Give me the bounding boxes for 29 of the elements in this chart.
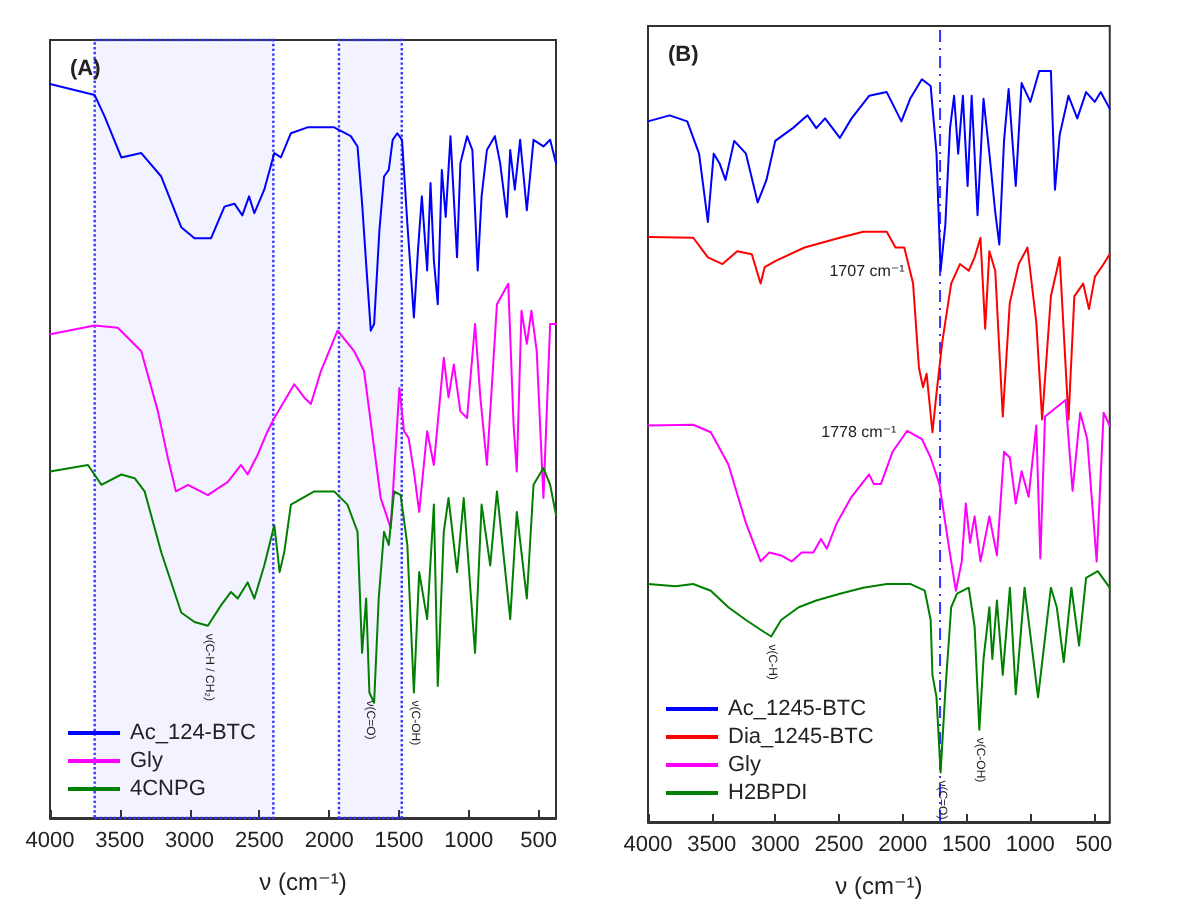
x-tick-label: 1000	[444, 829, 494, 853]
x-tick-label: 3500	[95, 829, 145, 853]
legend-label: Dia_1245-BTC	[728, 725, 874, 749]
annotation: 1707 cm⁻¹	[829, 261, 906, 280]
chart-title: (A)	[70, 57, 102, 81]
x-tick-label: 4000	[623, 833, 673, 857]
x-tick-label: 500	[1075, 833, 1113, 857]
x-tick-label: 3000	[750, 833, 800, 857]
legend-label: Ac_1245-BTC	[728, 697, 867, 721]
x-tick-label: 3000	[165, 829, 215, 853]
legend-label: H2BPDI	[728, 781, 808, 805]
x-tick-label: 1500	[941, 833, 991, 857]
x-tick-label: 4000	[25, 829, 75, 853]
legend-label: Ac_124-BTC	[130, 721, 257, 745]
chart-title: (B)	[668, 43, 700, 67]
x-tick-label: 3500	[687, 833, 737, 857]
x-tick-label: 1500	[374, 829, 424, 853]
legend-label: 4CNPG	[130, 777, 206, 801]
legend-label: Gly	[728, 753, 762, 777]
x-tick-label: 2000	[878, 833, 928, 857]
x-tick-label: 2000	[304, 829, 354, 853]
annotation: 1778 cm⁻¹	[821, 423, 898, 442]
x-tick-label: 2500	[234, 829, 284, 853]
legend-label: Gly	[130, 749, 164, 773]
x-axis-title: ν (cm⁻¹)	[835, 872, 923, 900]
x-tick-label: 500	[520, 829, 557, 853]
x-tick-label: 1000	[1005, 833, 1055, 857]
x-axis-title: ν (cm⁻¹)	[259, 868, 347, 896]
x-tick-label: 2500	[814, 833, 864, 857]
